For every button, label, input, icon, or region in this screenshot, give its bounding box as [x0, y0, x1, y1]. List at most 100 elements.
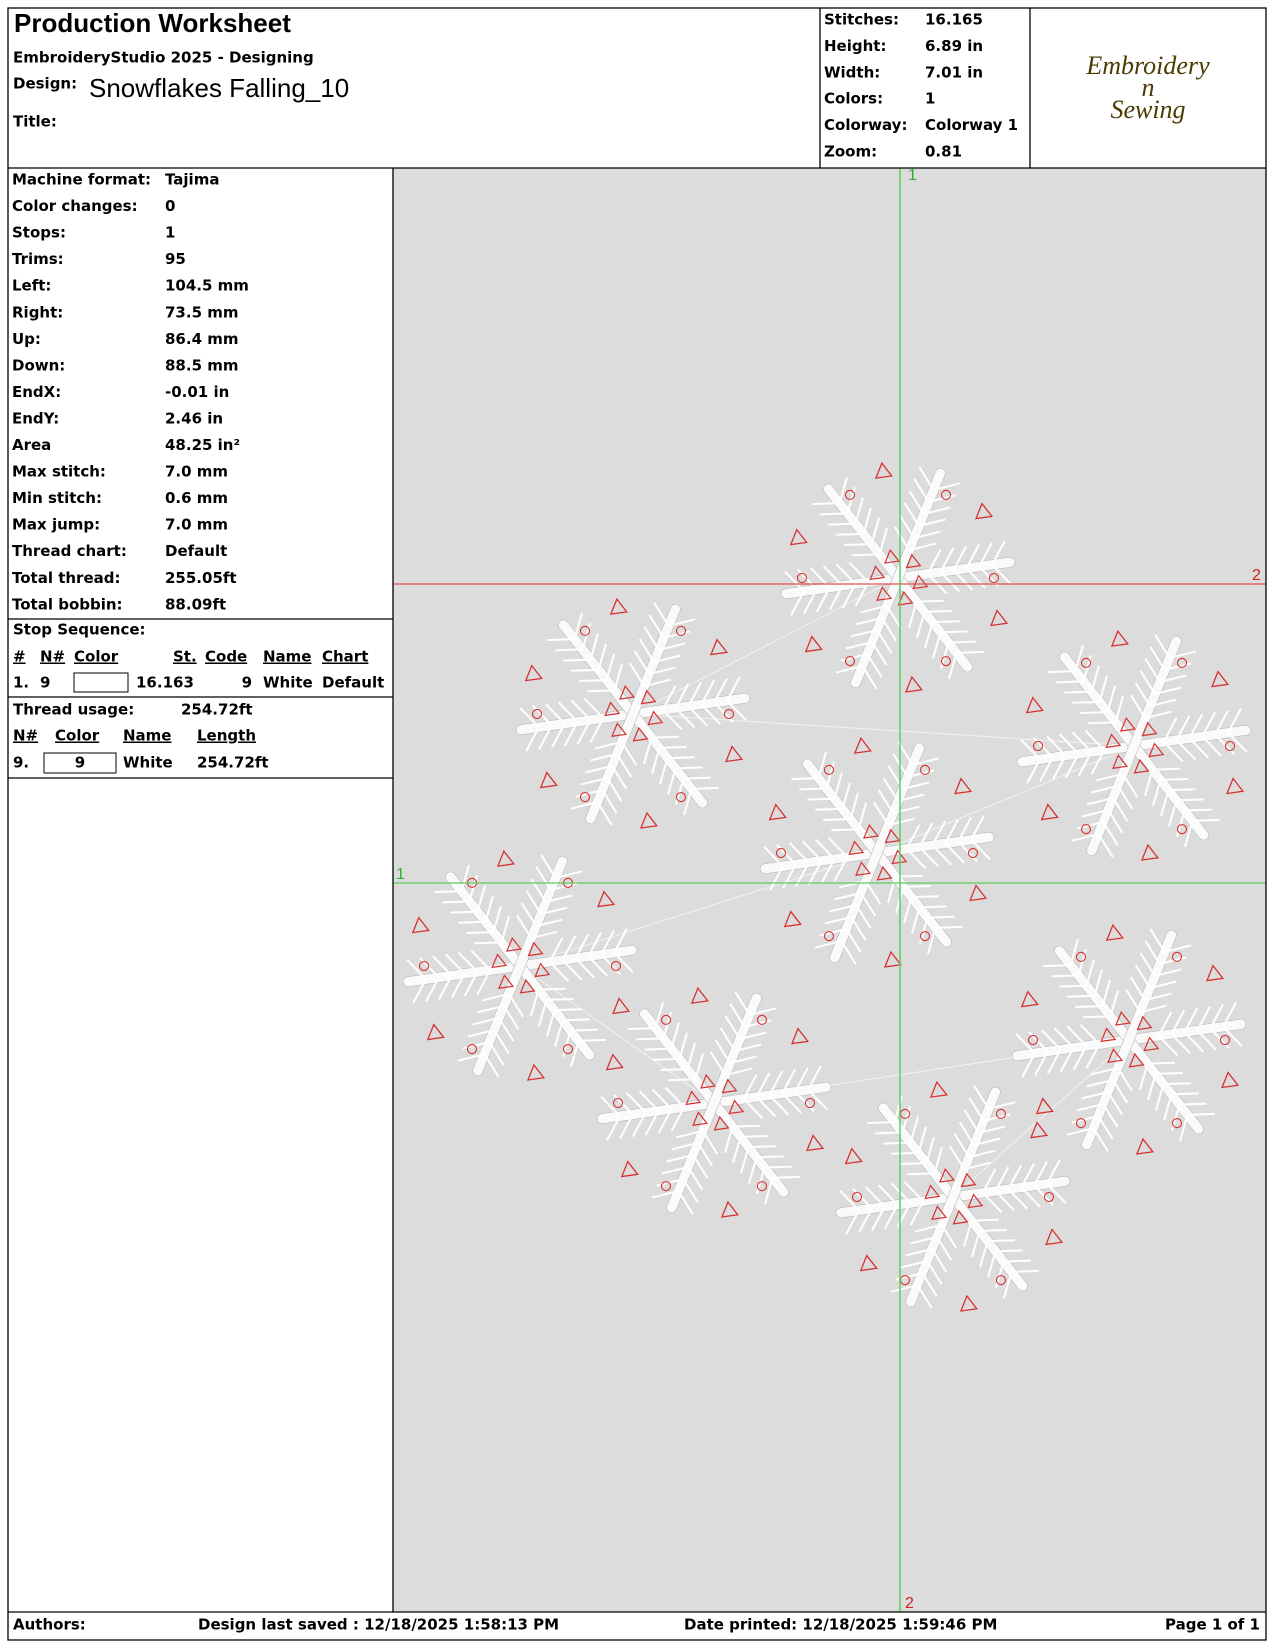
spike	[860, 604, 888, 614]
spike	[870, 517, 880, 545]
stop-marker	[579, 792, 591, 803]
arm-bar	[666, 992, 762, 1214]
spike	[893, 1095, 903, 1123]
spike	[1176, 798, 1204, 802]
spike	[991, 540, 1006, 566]
trim-marker	[974, 502, 994, 520]
snowflake-arm	[651, 991, 777, 1215]
stat-value: 0.6 mm	[165, 489, 228, 507]
spike	[713, 678, 728, 704]
spike	[1083, 1015, 1111, 1019]
stop-marker	[1027, 1034, 1039, 1046]
spike	[1214, 710, 1229, 736]
spike	[653, 654, 681, 664]
spike	[820, 512, 848, 516]
spike	[561, 959, 583, 981]
spike	[981, 1168, 997, 1194]
spike	[683, 776, 711, 780]
logo-text: Embroidery	[1085, 51, 1210, 80]
spike	[515, 914, 533, 939]
spike	[605, 653, 615, 681]
spike	[932, 632, 942, 659]
spike	[953, 1133, 970, 1158]
spike	[905, 848, 927, 870]
arm-bar	[472, 855, 568, 1077]
spike	[538, 999, 548, 1027]
spike	[670, 1106, 686, 1132]
cell: 9.	[13, 754, 29, 772]
spike	[845, 641, 873, 650]
spike	[457, 951, 479, 973]
trim-marker	[526, 1063, 545, 1081]
spike	[908, 601, 918, 629]
trim-marker	[844, 1147, 863, 1165]
column-header: N#	[13, 727, 38, 745]
spike	[994, 1190, 1016, 1212]
spike	[924, 609, 952, 613]
spike	[724, 1015, 741, 1040]
spike	[845, 928, 862, 953]
stat-value: 0	[165, 197, 175, 215]
stop-marker	[610, 960, 622, 972]
spike	[719, 1027, 736, 1052]
stop-marker	[804, 1097, 816, 1109]
spike	[1097, 833, 1114, 858]
trim-marker	[953, 777, 973, 795]
spike	[467, 1029, 495, 1038]
spike	[1171, 1092, 1199, 1096]
spike	[939, 571, 961, 593]
trim-marker	[411, 916, 430, 934]
spike	[763, 845, 784, 867]
cell: 1.	[13, 674, 29, 692]
spike	[883, 1141, 911, 1145]
arm-bar	[1086, 635, 1182, 857]
spike	[1152, 767, 1180, 771]
spike	[613, 663, 623, 691]
stat-value: 2.46 in	[165, 409, 223, 427]
spike	[881, 617, 898, 642]
spike	[687, 681, 703, 707]
stop-marker	[660, 1014, 672, 1025]
spike	[675, 766, 703, 770]
spike	[1201, 711, 1216, 737]
spike	[606, 777, 623, 802]
spike	[1160, 789, 1170, 817]
spike	[484, 895, 494, 923]
spike	[611, 765, 628, 790]
stop-marker	[562, 1044, 574, 1055]
trim-marker	[728, 1099, 745, 1115]
spike	[643, 678, 671, 688]
trim-marker	[721, 1078, 738, 1094]
spike	[911, 907, 921, 934]
trim-marker	[768, 803, 787, 821]
spike	[600, 1095, 621, 1117]
stop-marker	[775, 847, 787, 859]
spike	[628, 1027, 656, 1031]
trim-marker	[876, 586, 893, 602]
summary-value: 16.165	[925, 11, 983, 29]
spike	[858, 1207, 873, 1233]
spike	[939, 547, 955, 573]
spike	[1162, 717, 1178, 743]
spike	[1160, 777, 1188, 781]
trim-marker	[534, 962, 551, 978]
summary-label: Colorway:	[824, 116, 907, 134]
spike	[659, 745, 687, 749]
spike	[520, 902, 537, 927]
spike	[877, 789, 894, 814]
spike	[918, 822, 934, 848]
trim-marker	[692, 1111, 709, 1127]
stop-marker	[940, 656, 952, 667]
spike	[900, 1260, 928, 1269]
spike	[734, 1043, 762, 1053]
spike	[742, 1098, 764, 1120]
spike	[724, 1126, 734, 1154]
stat-value: 1	[165, 224, 175, 242]
spike	[643, 626, 660, 651]
spike	[828, 585, 844, 611]
spike	[601, 789, 618, 814]
spike	[1092, 1127, 1109, 1152]
spike	[466, 931, 494, 935]
spike	[877, 1184, 899, 1206]
spike	[1058, 733, 1080, 755]
